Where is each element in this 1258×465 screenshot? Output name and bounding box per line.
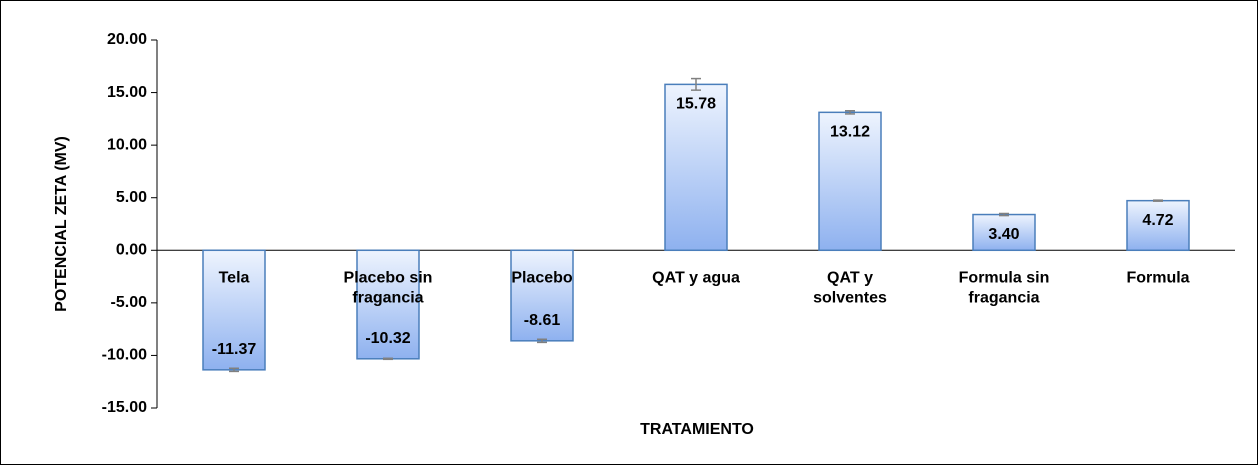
x-tick-label: Tela xyxy=(219,270,250,287)
x-tick-label: Formula sin fragancia xyxy=(959,270,1050,307)
y-tick-label: 15.00 xyxy=(107,84,147,101)
bar xyxy=(510,249,574,342)
value-label: 3.40 xyxy=(988,226,1019,243)
value-label: -10.32 xyxy=(365,330,410,347)
x-tick-label: Formula xyxy=(1126,270,1189,287)
y-tick-label: 10.00 xyxy=(107,136,147,153)
y-tick-label: 5.00 xyxy=(116,189,147,206)
bar xyxy=(1126,199,1190,252)
bar xyxy=(972,213,1036,252)
y-tick-label: 20.00 xyxy=(107,31,147,48)
x-axis-title: TRATAMIENTO xyxy=(640,421,754,438)
value-label: 4.72 xyxy=(1142,212,1173,229)
y-tick-label: -15.00 xyxy=(102,399,147,416)
value-label: 15.78 xyxy=(676,96,716,113)
x-tick-label: QAT y solventes xyxy=(813,270,887,307)
value-label: -8.61 xyxy=(524,312,561,329)
y-tick-label: -10.00 xyxy=(102,347,147,364)
x-tick-label: QAT y agua xyxy=(652,270,740,287)
y-tick-label: -5.00 xyxy=(111,294,148,311)
bar xyxy=(664,83,728,252)
bar xyxy=(202,249,266,371)
x-tick-label: Placebo xyxy=(511,270,573,287)
x-tick-label: Placebo sin fragancia xyxy=(344,270,433,307)
value-label: 13.12 xyxy=(830,124,870,141)
bar xyxy=(818,111,882,252)
y-axis-title: POTENCIAL ZETA (MV) xyxy=(53,136,70,312)
value-label: -11.37 xyxy=(212,341,257,358)
y-tick-label: 0.00 xyxy=(116,242,147,259)
